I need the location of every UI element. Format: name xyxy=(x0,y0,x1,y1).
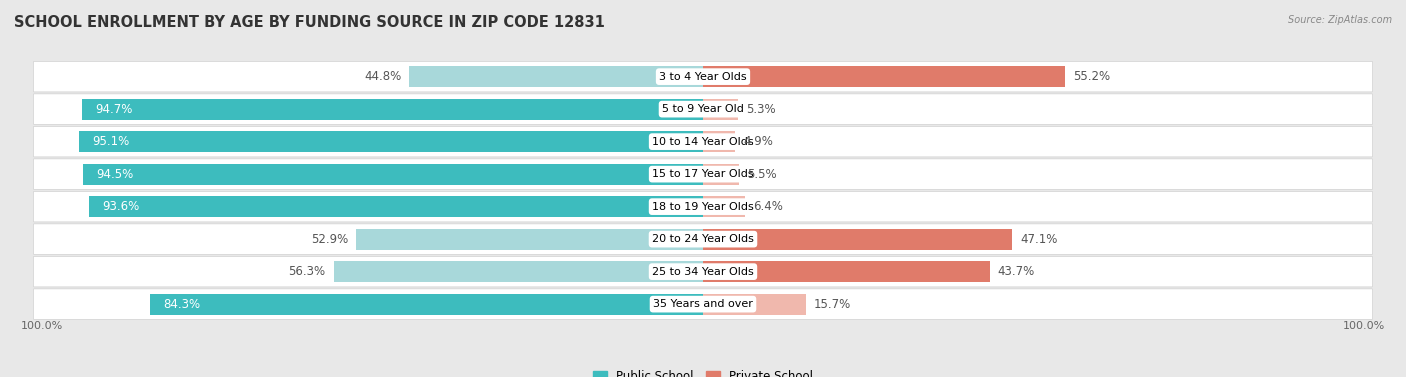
Bar xyxy=(356,228,703,250)
Text: 5.5%: 5.5% xyxy=(747,168,776,181)
Text: 100.0%: 100.0% xyxy=(1343,321,1385,331)
Text: 15 to 17 Year Olds: 15 to 17 Year Olds xyxy=(652,169,754,179)
Bar xyxy=(703,261,990,282)
Bar xyxy=(79,131,703,152)
Text: 5 to 9 Year Old: 5 to 9 Year Old xyxy=(662,104,744,114)
Bar xyxy=(703,196,745,217)
Text: 3 to 4 Year Olds: 3 to 4 Year Olds xyxy=(659,72,747,82)
Text: 20 to 24 Year Olds: 20 to 24 Year Olds xyxy=(652,234,754,244)
Text: 47.1%: 47.1% xyxy=(1019,233,1057,246)
Legend: Public School, Private School: Public School, Private School xyxy=(588,366,818,377)
Text: 84.3%: 84.3% xyxy=(163,297,200,311)
FancyBboxPatch shape xyxy=(34,94,1372,124)
Bar xyxy=(89,196,703,217)
Text: SCHOOL ENROLLMENT BY AGE BY FUNDING SOURCE IN ZIP CODE 12831: SCHOOL ENROLLMENT BY AGE BY FUNDING SOUR… xyxy=(14,15,605,30)
Text: 43.7%: 43.7% xyxy=(998,265,1035,278)
Text: 35 Years and over: 35 Years and over xyxy=(652,299,754,309)
Bar xyxy=(703,98,738,120)
Text: 52.9%: 52.9% xyxy=(311,233,349,246)
FancyBboxPatch shape xyxy=(34,126,1372,157)
Bar xyxy=(703,228,1012,250)
Text: 10 to 14 Year Olds: 10 to 14 Year Olds xyxy=(652,136,754,147)
FancyBboxPatch shape xyxy=(34,224,1372,254)
FancyBboxPatch shape xyxy=(34,256,1372,287)
Text: 56.3%: 56.3% xyxy=(288,265,326,278)
Text: 94.5%: 94.5% xyxy=(96,168,134,181)
Bar xyxy=(703,294,806,315)
Text: 95.1%: 95.1% xyxy=(93,135,129,148)
Text: 94.7%: 94.7% xyxy=(94,103,132,116)
Bar xyxy=(409,66,703,87)
Bar xyxy=(150,294,703,315)
Bar xyxy=(82,98,703,120)
Text: 55.2%: 55.2% xyxy=(1073,70,1111,83)
Bar xyxy=(83,164,703,185)
Bar xyxy=(703,66,1066,87)
Text: 6.4%: 6.4% xyxy=(752,200,783,213)
Text: 25 to 34 Year Olds: 25 to 34 Year Olds xyxy=(652,267,754,277)
FancyBboxPatch shape xyxy=(34,192,1372,222)
Text: 4.9%: 4.9% xyxy=(742,135,773,148)
FancyBboxPatch shape xyxy=(34,61,1372,92)
FancyBboxPatch shape xyxy=(34,159,1372,189)
Text: 18 to 19 Year Olds: 18 to 19 Year Olds xyxy=(652,202,754,211)
Text: 93.6%: 93.6% xyxy=(103,200,139,213)
Text: Source: ZipAtlas.com: Source: ZipAtlas.com xyxy=(1288,15,1392,25)
FancyBboxPatch shape xyxy=(34,289,1372,319)
Text: 15.7%: 15.7% xyxy=(814,297,851,311)
Text: 100.0%: 100.0% xyxy=(21,321,63,331)
Bar xyxy=(703,131,735,152)
Bar xyxy=(703,164,740,185)
Bar xyxy=(333,261,703,282)
Text: 44.8%: 44.8% xyxy=(364,70,401,83)
Text: 5.3%: 5.3% xyxy=(745,103,775,116)
